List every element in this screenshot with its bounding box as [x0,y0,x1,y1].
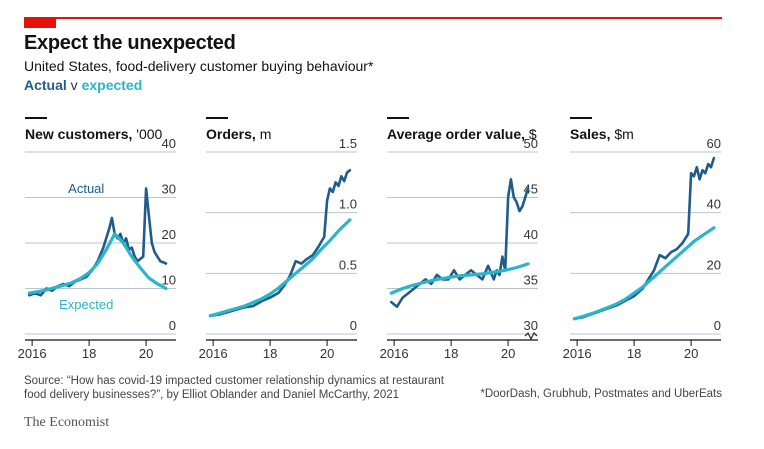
legend-actual: Actual [24,77,67,93]
panel-1-ytick-label: 40 [162,136,176,151]
panel-1-title-text: New customers, [25,126,132,142]
panel-4-actual-line [573,156,716,321]
panel-2-ytick-label: 1.0 [339,197,357,212]
panel-3-xtick-label: 20 [501,346,515,361]
panel-2-xtick-label: 20 [320,346,334,361]
panel-2-title-unit: m [256,126,272,142]
chart-subtitle: United States, food-delivery customer bu… [24,58,374,74]
panel-3-title-unit: $ [525,126,537,142]
top-red-rule [24,17,722,19]
panel-3-xtick-label: 2016 [380,346,409,361]
panel-4-title-text: Sales, [570,126,610,142]
panel-2-expected-line [208,218,352,318]
panel-4-xtick-label: 2016 [563,346,592,361]
panel-2-title-text: Orders, [206,126,256,142]
panel-3-ytick-label: 30 [524,318,538,333]
panel-2-xtick-label: 18 [263,346,277,361]
panel-1-title: New customers, '000 [25,126,163,142]
panel-3-xtick-label: 18 [444,346,458,361]
panel-1-annotation-actual: Actual [68,181,104,196]
panel-2-title: Orders, m [206,126,271,142]
panel-4-title: Sales, $m [570,126,634,142]
panel-1-ytick-label: 10 [162,273,176,288]
economist-logo-text: The Economist [24,415,110,430]
panel-3-expected-line [389,262,530,295]
panel-1-ytick-label: 30 [162,182,176,197]
panel-3-ytick-label: 50 [524,136,538,151]
economist-red-tag [24,17,56,28]
legend-expected: expected [81,77,143,93]
panel-4-expected-line [572,226,716,321]
panel-3-axis-break-icon [524,331,538,341]
panel-1-xtick-label: 20 [139,346,153,361]
panel-1-ytick-label: 0 [169,318,176,333]
panel-4-title-unit: $m [610,126,633,142]
panel-2-xtick-label: 2016 [199,346,228,361]
panel-3-ytick-label: 40 [524,227,538,242]
panel-2-ytick-label: 0 [350,318,357,333]
legend: Actual v expected [24,77,142,93]
panel-4-xtick-label: 20 [684,346,698,361]
chart-title: Expect the unexpected [24,32,236,54]
panel-1-actual-line [28,187,168,297]
panel-4-ytick-label: 0 [714,318,721,333]
panel-4-ytick-label: 20 [707,257,721,272]
panel-1-xtick-label: 2016 [18,346,47,361]
panel-3-ytick-label: 35 [524,273,538,288]
panel-1-expected-line [27,232,168,295]
panel-1-ytick-label: 20 [162,227,176,242]
panel-1-title-unit: '000 [132,126,162,142]
panel-3-title: Average order value, $ [387,126,537,142]
panel-4-xtick-label: 18 [627,346,641,361]
panel-1-xtick-label: 18 [82,346,96,361]
panel-1-annotation-expected: Expected [59,297,113,312]
panel-3-title-text: Average order value, [387,126,525,142]
panel-2-ytick-label: 0.5 [339,257,357,272]
panel-2-ytick-label: 1.5 [339,136,357,151]
panel-4-ytick-label: 60 [707,136,721,151]
footnote: *DoorDash, Grubhub, Postmates and UberEa… [480,388,722,400]
panel-4-ytick-label: 40 [707,197,721,212]
source-note: Source: “How has covid-19 impacted custo… [24,375,444,401]
legend-versus: v [66,77,82,93]
